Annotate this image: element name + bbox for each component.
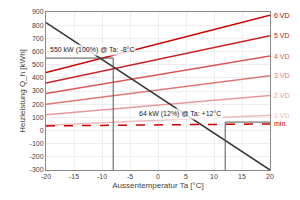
svg-text:-100: -100	[30, 140, 44, 147]
svg-text:100: 100	[32, 114, 44, 121]
svg-text:5 VD: 5 VD	[274, 32, 290, 39]
svg-text:10: 10	[210, 173, 218, 180]
svg-text:6 VD: 6 VD	[274, 12, 290, 19]
svg-text:-200: -200	[30, 153, 44, 160]
svg-text:3 VD: 3 VD	[274, 72, 290, 79]
svg-text:-300: -300	[30, 166, 44, 173]
svg-text:800: 800	[32, 22, 44, 29]
svg-text:1 VD: 1 VD	[274, 112, 290, 119]
svg-text:0: 0	[40, 127, 44, 134]
svg-text:-20: -20	[41, 173, 51, 180]
svg-text:600: 600	[32, 48, 44, 55]
svg-text:64 kW (12%) @ Ta: +12°C: 64 kW (12%) @ Ta: +12°C	[139, 110, 221, 118]
svg-text:min.: min.	[274, 120, 287, 127]
svg-text:Aussentemperatur Ta [°C]: Aussentemperatur Ta [°C]	[112, 181, 204, 190]
svg-text:700: 700	[32, 35, 44, 42]
svg-text:5: 5	[184, 173, 188, 180]
svg-text:400: 400	[32, 74, 44, 81]
svg-text:-5: -5	[127, 173, 133, 180]
svg-text:900: 900	[32, 8, 44, 15]
svg-text:550 kW (100%) @ Ta: -8°C: 550 kW (100%) @ Ta: -8°C	[50, 46, 134, 54]
svg-text:-15: -15	[69, 173, 79, 180]
svg-text:500: 500	[32, 61, 44, 68]
svg-text:Heizleistung Q_h [kWh]: Heizleistung Q_h [kWh]	[18, 49, 27, 133]
svg-text:0: 0	[156, 173, 160, 180]
svg-text:20: 20	[266, 173, 274, 180]
svg-text:300: 300	[32, 87, 44, 94]
svg-text:15: 15	[238, 173, 246, 180]
svg-text:4 VD: 4 VD	[274, 53, 290, 60]
svg-text:200: 200	[32, 101, 44, 108]
svg-text:-10: -10	[97, 173, 107, 180]
svg-text:2 VD: 2 VD	[274, 92, 290, 99]
